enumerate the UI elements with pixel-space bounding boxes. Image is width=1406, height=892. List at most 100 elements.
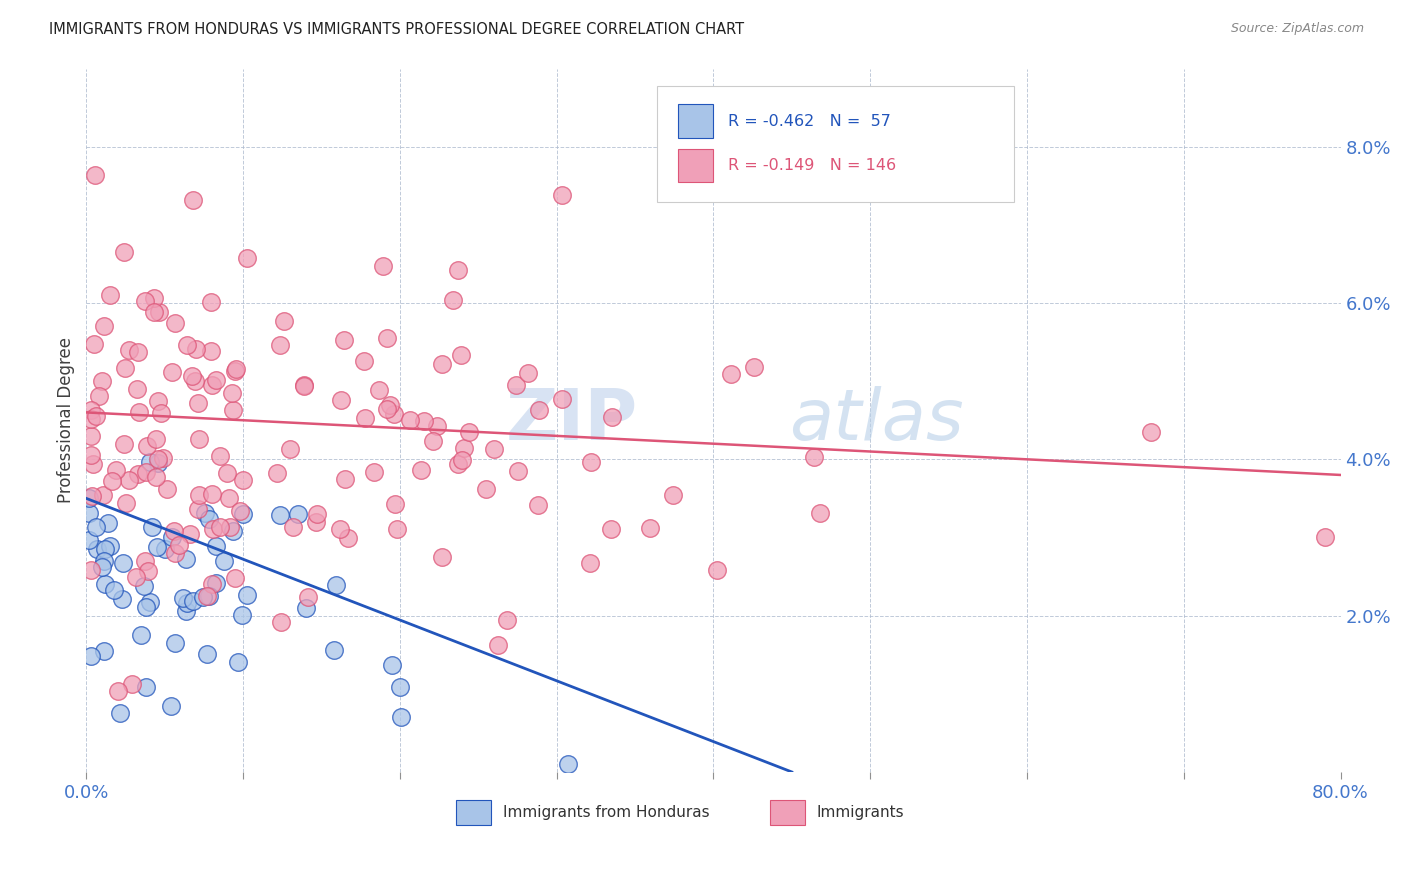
Point xyxy=(198,512,221,526)
Point xyxy=(385,522,408,536)
Point xyxy=(118,343,141,357)
Point xyxy=(169,538,191,552)
Point xyxy=(195,648,218,662)
Point xyxy=(121,677,143,691)
Point xyxy=(337,531,360,545)
Point xyxy=(389,680,412,694)
Point xyxy=(176,595,198,609)
Point xyxy=(638,521,661,535)
Text: Immigrants from Honduras: Immigrants from Honduras xyxy=(503,805,709,821)
Point xyxy=(232,507,254,521)
Point xyxy=(451,453,474,467)
Point xyxy=(86,542,108,557)
Point xyxy=(100,288,122,302)
Point xyxy=(205,539,228,553)
Point xyxy=(201,487,224,501)
Point xyxy=(706,563,728,577)
Point xyxy=(222,403,245,417)
Point xyxy=(225,361,247,376)
Point xyxy=(135,600,157,615)
Point xyxy=(181,193,204,207)
Point xyxy=(139,595,162,609)
Point xyxy=(236,251,259,265)
Point xyxy=(188,487,211,501)
Point xyxy=(127,382,149,396)
Point xyxy=(105,463,128,477)
Text: ZIP: ZIP xyxy=(506,385,638,455)
Point xyxy=(201,522,224,536)
Y-axis label: Professional Degree: Professional Degree xyxy=(58,337,75,503)
Point xyxy=(486,638,509,652)
Point xyxy=(146,457,169,471)
Point xyxy=(378,398,401,412)
Point xyxy=(153,541,176,556)
Point xyxy=(208,519,231,533)
Point xyxy=(80,403,103,417)
FancyBboxPatch shape xyxy=(657,87,1014,202)
Point xyxy=(218,491,240,505)
Point xyxy=(135,680,157,694)
Point xyxy=(94,576,117,591)
Point xyxy=(368,383,391,397)
Point xyxy=(205,575,228,590)
Point xyxy=(335,472,357,486)
Point xyxy=(329,522,352,536)
Point xyxy=(163,524,186,539)
Point xyxy=(453,441,475,455)
Point xyxy=(297,590,319,604)
Point xyxy=(382,407,405,421)
Point xyxy=(136,439,159,453)
Point xyxy=(80,429,103,443)
Point xyxy=(187,501,209,516)
Point xyxy=(142,304,165,318)
Point xyxy=(229,503,252,517)
Point xyxy=(224,571,246,585)
Point xyxy=(127,467,149,481)
Point xyxy=(803,450,825,464)
Point xyxy=(138,455,160,469)
Point xyxy=(79,506,101,520)
Point xyxy=(107,684,129,698)
Point xyxy=(266,466,288,480)
Point xyxy=(80,563,103,577)
Point xyxy=(447,262,470,277)
Point xyxy=(551,392,574,406)
Point xyxy=(529,403,551,417)
Point xyxy=(80,448,103,462)
Point xyxy=(222,524,245,538)
Point xyxy=(146,452,169,467)
Point xyxy=(323,643,346,657)
Point xyxy=(124,569,146,583)
Point xyxy=(80,412,103,426)
Point xyxy=(163,636,186,650)
Point xyxy=(450,348,472,362)
Text: R = -0.462   N =  57: R = -0.462 N = 57 xyxy=(728,114,891,128)
Point xyxy=(201,378,224,392)
Point xyxy=(526,499,548,513)
Point xyxy=(174,604,197,618)
Point xyxy=(269,508,291,523)
Point xyxy=(305,508,328,522)
Point xyxy=(212,554,235,568)
Point xyxy=(579,556,602,570)
Point xyxy=(135,465,157,479)
Point xyxy=(84,520,107,534)
Point xyxy=(600,410,623,425)
FancyBboxPatch shape xyxy=(678,149,713,183)
Point xyxy=(217,466,239,480)
Point xyxy=(198,589,221,603)
Point xyxy=(224,364,246,378)
Point xyxy=(292,378,315,392)
Point xyxy=(112,436,135,450)
Point xyxy=(87,389,110,403)
Point xyxy=(80,489,103,503)
Point xyxy=(278,442,301,456)
Point xyxy=(145,541,167,555)
Point xyxy=(79,533,101,547)
Point xyxy=(305,515,328,529)
Point xyxy=(91,374,114,388)
Point xyxy=(354,410,377,425)
Point xyxy=(187,396,209,410)
Point xyxy=(84,168,107,182)
Point xyxy=(447,457,470,471)
